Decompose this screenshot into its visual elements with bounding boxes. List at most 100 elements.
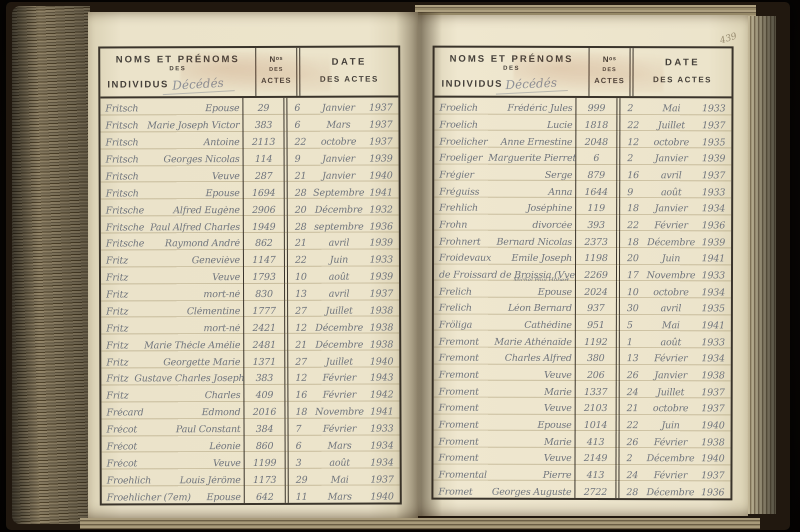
date-day-text: 26 [626, 370, 639, 382]
date-cell: 24 Juillet 1937 [618, 381, 731, 399]
date-day-text: 21 [294, 238, 307, 250]
acte-number-cell: 119 [575, 198, 618, 215]
register-table-left: NOMS ET PRÉNOMS DES INDIVIDUS Décédés Nᵒ… [98, 45, 402, 506]
table-row: Frécot Léonie 860 6 Mars 1934 [102, 434, 400, 453]
acte-number-text: 114 [254, 153, 273, 165]
given-name-text: Antoine [203, 138, 240, 149]
given-name-text: Cathédine [524, 320, 572, 331]
date-cell: 22 octobre 1937 [286, 131, 399, 149]
given-name-text: Veuve [543, 453, 572, 465]
date-day-text: 13 [295, 288, 307, 300]
name-cell: Fromental Pierre [433, 471, 574, 482]
acte-number-text: 2016 [252, 407, 277, 419]
acte-number-text: 830 [255, 288, 273, 300]
table-row: Frohn divorcée 393 22 Février 1936 [434, 214, 732, 232]
date-cell: 16 Février 1942 [287, 384, 400, 402]
surname-text: Frehlich [439, 203, 478, 214]
acte-number-cell: 999 [575, 97, 618, 115]
date-month-text: octobre [653, 286, 689, 298]
date-day-text: 3 [295, 457, 302, 469]
acte-number-cell: 2113 [242, 131, 285, 149]
date-cell: 20 Décembre 1932 [286, 198, 399, 216]
surname-text: Frohnert [439, 237, 481, 248]
date-month-text: octobre [320, 136, 357, 148]
handwritten-annotation: Décédés [161, 75, 234, 96]
table-row: Fritz mort-né 2421 12 Décembre 1938 [101, 316, 400, 335]
given-name-text: Veuve [543, 403, 572, 415]
table-row: Frégier Serge 879 16 avril 1937 [434, 164, 732, 182]
acte-number-cell: 1192 [574, 331, 617, 349]
date-cell: 12 Février 1943 [287, 367, 400, 385]
surname-text: Fritsche [105, 239, 145, 250]
name-cell: Frégier Serge [434, 170, 575, 181]
date-cell: 2 Mai 1933 [619, 98, 732, 116]
acte-number-cell: 1198 [575, 248, 618, 265]
date-month-text: septembre [314, 221, 364, 233]
surname-text: Froehlich [106, 475, 152, 487]
given-name-text: Paul Constant [175, 425, 241, 436]
table-row: Fritsch Georges Nicolas 114 9 Janvier 19… [101, 148, 399, 166]
date-day-text: 5 [626, 320, 633, 332]
date-month-text: avril [328, 238, 350, 250]
date-month-text: octobre [653, 136, 690, 148]
date-month-text: Janvier [322, 153, 355, 165]
date-month-text: Mars [326, 119, 351, 131]
table-row: Fritsch Antoine 2113 22 octobre 1937 [100, 131, 399, 149]
acte-number-cell: 384 [243, 418, 286, 436]
date-day-text: 20 [627, 253, 639, 265]
table-row: Fritz Charles 409 16 Février 1942 [101, 384, 400, 402]
name-cell: Froehlicher (7em) Épouse [102, 493, 244, 504]
surname-text: Froment [438, 403, 479, 414]
given-name-text: Marie [543, 437, 572, 448]
acte-number-text: 642 [255, 491, 274, 503]
given-name-text: Charles [204, 391, 241, 402]
surname-text: Fritz [106, 340, 129, 352]
table-row: Fritsche Paul Alfred Charles 1949 28 sep… [101, 215, 399, 234]
date-year-text: 1938 [369, 322, 394, 334]
date-day-text: 18 [627, 236, 639, 248]
table-row: Froment Veuve 2149 2 Décembre 1940 [433, 448, 731, 466]
surname-text: Fritsche [105, 205, 145, 217]
date-year-text: 1939 [369, 271, 394, 283]
date-cell: 7 Février 1933 [287, 418, 400, 436]
surname-text: Fritz [106, 306, 129, 318]
date-cell: 30 avril 1935 [618, 298, 731, 316]
date-year-text: 1938 [701, 370, 725, 382]
table-row: Fritsch Veuve 287 21 Janvier 1940 [101, 164, 399, 183]
surname-text: Frégier [439, 170, 474, 181]
table-row: Froment Épouse 1014 22 Juin 1940 [434, 414, 731, 432]
date-year-text: 1937 [701, 403, 725, 415]
surname-text: Froment [438, 437, 479, 448]
name-cell: Froment Marie [434, 437, 575, 448]
date-month-text: Juillet [325, 305, 353, 317]
date-day-text: 29 [295, 474, 308, 486]
given-name-text: Clémentine [186, 306, 241, 318]
surname-text: Fritsch [105, 171, 139, 183]
date-cell: 26 Février 1938 [618, 431, 731, 449]
given-name-text: Marie Joseph Victor [147, 121, 240, 132]
name-cell: Fremont Marie Athénaïde [434, 337, 575, 348]
date-day-text: 22 [627, 219, 639, 232]
name-cell: Fritsche Paul Alfred Charles [101, 223, 243, 234]
surname-text: Fromet [438, 487, 473, 498]
acte-number-text: 409 [255, 390, 274, 402]
date-month-text: avril [660, 170, 682, 182]
name-cell: Fritz Veuve [101, 273, 243, 284]
surname-text: Fremont [438, 370, 479, 381]
left-page: NOMS ET PRÉNOMS DES INDIVIDUS Décédés Nᵒ… [88, 12, 418, 518]
date-year-text: 1940 [701, 420, 725, 432]
header-date-column: DATE DES ACTES [632, 48, 732, 97]
name-cell: Fritz mort-né [101, 290, 243, 301]
date-cell: 22 Février 1936 [619, 214, 732, 232]
acte-number-cell: 642 [243, 486, 286, 504]
acte-number-text: 2113 [251, 137, 276, 149]
date-year-text: 1933 [701, 336, 725, 348]
acte-number-text: 937 [587, 303, 605, 315]
header-title-line3: INDIVIDUS [441, 78, 504, 90]
date-month-text: août [660, 186, 682, 198]
date-year-text: 1932 [369, 204, 393, 216]
name-cell: Fréguiss Anna [434, 187, 575, 198]
date-cell: 21 Janvier 1940 [286, 164, 399, 183]
date-cell: 22 Juillet 1937 [619, 114, 732, 132]
table-row: Froelich Lucie 1818 22 Juillet 1937 [434, 114, 732, 132]
